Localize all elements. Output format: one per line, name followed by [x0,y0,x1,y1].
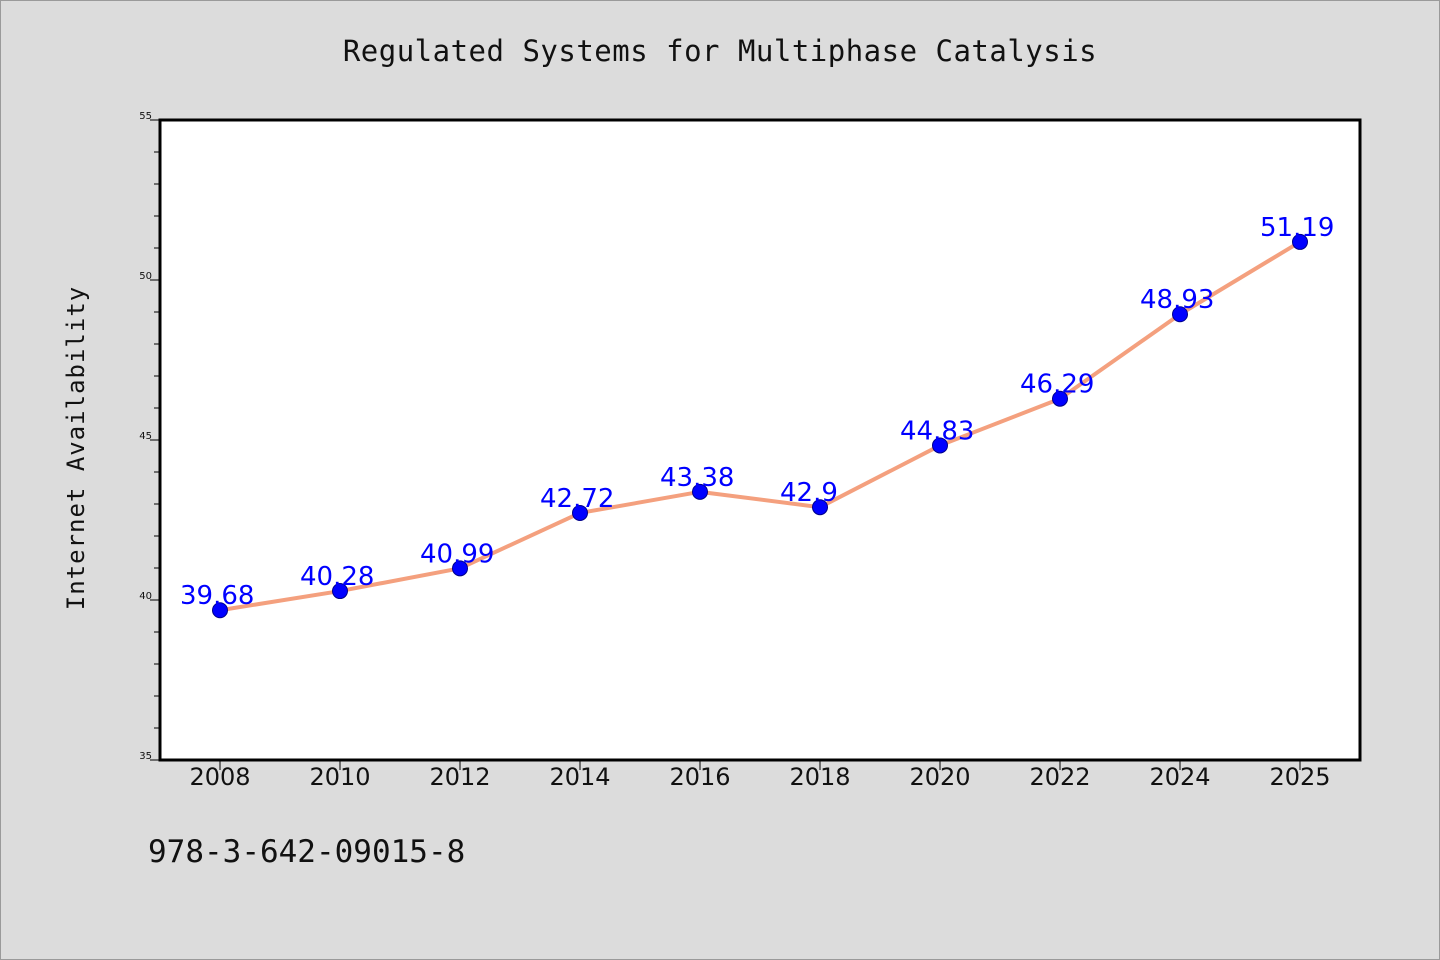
series-line-group [212,233,1308,619]
x-tick-label: 2018 [789,763,850,791]
data-point-marker [932,437,948,454]
x-tick-label: 2024 [1149,763,1210,791]
data-point-marker [572,504,588,521]
data-label: 40.99 [420,539,494,569]
data-label: 44.83 [900,416,974,446]
data-point-marker [332,583,348,600]
x-tick-label: 2022 [1029,763,1090,791]
x-tick-label: 2020 [909,763,970,791]
plot-area [160,120,1360,760]
y-tick-label: 40 [139,591,152,602]
data-label: 51.19 [1260,213,1334,243]
x-tick-label: 2008 [189,763,250,791]
y-tick-label: 45 [139,431,152,442]
data-point-marker [212,602,228,619]
y-tick-label: 55 [139,111,152,122]
x-tick-label: 2010 [309,763,370,791]
series-line [218,239,1302,613]
plot-border [158,118,1362,762]
data-point-marker [1172,306,1188,323]
data-point-marker [1052,390,1068,407]
chart-title: Regulated Systems for Multiphase Catalys… [342,34,1098,68]
data-point-marker [692,483,708,500]
data-label: 48.93 [1140,285,1214,315]
data-label: 40.28 [300,562,374,592]
data-label: 43.38 [660,463,734,493]
data-label: 46.29 [1020,370,1094,400]
isbn-footnote: 978-3-642-09015-8 [148,834,466,870]
data-label: 39.68 [180,581,254,611]
x-axis-ticks: 2008 2010 2012 2014 2016 2018 2020 2022 2024 2025 [189,760,1331,791]
y-tick-label: 50 [139,271,152,282]
data-point-marker [812,499,828,516]
data-point-marker [1292,233,1308,250]
x-tick-label: 2016 [669,763,730,791]
data-labels-group: 39.68 40.28 40.99 42.72 43.38 42.9 44.83 46.29 4… [180,213,1334,611]
y-axis-label: Internet Availability [62,286,90,610]
y-tick-label: 35 [139,751,152,762]
data-label: 42.72 [540,484,614,514]
x-tick-label: 2014 [549,763,610,791]
data-label: 42.9 [780,478,838,508]
y-axis-ticks: 35 40 45 50 55 [139,111,160,762]
x-tick-label: 2025 [1269,763,1330,791]
x-tick-label: 2012 [429,763,490,791]
data-point-marker [452,560,468,577]
